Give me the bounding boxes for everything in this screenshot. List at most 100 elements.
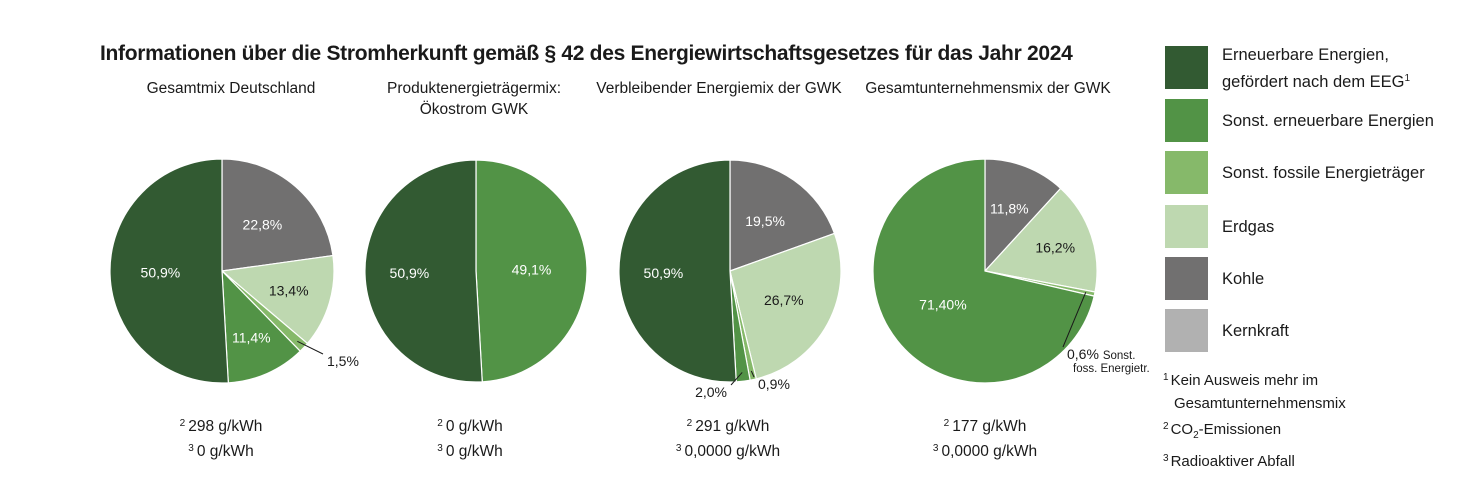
legend-item-erneuerbar-eeg: Erneuerbare Energien, gefördert nach dem… — [1165, 46, 1480, 94]
data-label-suffix: Sonst. — [1103, 350, 1136, 362]
pie-slice-erneuerbar_eeg — [364, 159, 483, 383]
data-label: 22,8% — [243, 217, 283, 233]
footnote-text: CO — [1170, 421, 1194, 438]
footnote-text: Kein Ausweis mehr im — [1170, 372, 1319, 389]
waste-value: 0,0000 g/kWh — [684, 443, 781, 460]
pie-slice-kohle — [221, 158, 334, 272]
pie-charts: 22,8% 13,4% 1,5% 11,4% 50,9% 49,1% 50,9% 19,5% 2… — [109, 158, 1150, 400]
footnote-marker: 3 — [1163, 453, 1169, 464]
waste-value: 0 g/kWh — [445, 443, 503, 460]
footnote-1: 1 Kein Ausweis mehr im — [1163, 366, 1346, 392]
data-label: 11,4% — [232, 330, 271, 346]
legend-label-line: Erneuerbare Energien, — [1222, 46, 1389, 64]
co2-value: 177 g/kWh — [952, 418, 1027, 435]
footnote-marker: 1 — [1404, 73, 1411, 84]
footnotes: 1 Kein Ausweis mehr im Gesamtunternehmens… — [1163, 366, 1346, 473]
emissions-gesamtunternehmen: 2 177 g/kWh 3 0,0000 g/kWh — [933, 413, 1037, 463]
legend-label: Sonst. erneuerbare Energien — [1222, 112, 1434, 130]
chart-title-gesamtmix: Gesamtmix Deutschland — [147, 78, 316, 99]
data-label: 19,5% — [745, 213, 785, 229]
data-label: 50,9% — [644, 265, 684, 281]
pie-slice-sonst_erneuerbar — [221, 269, 302, 384]
data-label: 13,4% — [269, 282, 309, 298]
pie-slice-kohle — [984, 158, 1062, 273]
chart-title-produktmix: Produktenergieträgermix: Ökostrom GWK — [387, 78, 561, 120]
legend-item-sonst-fossil: Sonst. fossile Energieträger — [1165, 151, 1480, 199]
chart-title-line: Verbleibender Energiemix der GWK — [596, 80, 842, 97]
legend-label: Erneuerbare Energien, gefördert nach dem… — [1222, 43, 1410, 94]
legend-label-text: gefördert nach dem EEG — [1222, 73, 1405, 91]
leader-line — [1062, 292, 1087, 348]
waste-value: 0,0000 g/kWh — [941, 443, 1038, 460]
legend-item-sonst-erneuerbar: Sonst. erneuerbare Energien — [1165, 99, 1480, 147]
pie-slice-sonst_erneuerbar — [475, 159, 588, 383]
pie-slice-erdgas — [729, 232, 842, 380]
legend-label: Kernkraft — [1222, 322, 1289, 340]
data-label: 0,9% — [758, 376, 790, 392]
chart-title-line: Produktenergieträgermix: — [386, 80, 562, 97]
legend-label: Sonst. fossile Energieträger — [1222, 164, 1425, 182]
data-label: 1,5% — [327, 353, 359, 369]
pie-chart-3: 11,8% 16,2% 0,6% Sonst.foss. Energietr. 71,… — [872, 158, 1150, 384]
pie-slice-erdgas — [983, 187, 1098, 293]
legend-label: Kohle — [1222, 270, 1265, 288]
chart-title-line: Ökostrom GWK — [419, 101, 529, 118]
data-label: 71,40% — [919, 297, 966, 313]
chart-title-verbleibend: Verbleibender Energiemix der GWK — [596, 78, 842, 99]
legend-swatch — [1165, 99, 1208, 142]
legend-label-line: gefördert nach dem EEG1 — [1222, 67, 1410, 94]
data-label: 50,9% — [390, 265, 430, 281]
legend-swatch — [1165, 46, 1208, 89]
co2-value-row: 2 298 g/kWh — [179, 418, 263, 435]
legend-swatch — [1165, 257, 1208, 300]
legend-item-kohle: Kohle — [1165, 257, 1480, 305]
legend-swatch — [1165, 151, 1208, 194]
pie-chart-0: 22,8% 13,4% 1,5% 11,4% 50,9% — [109, 158, 359, 384]
data-label: 26,7% — [764, 292, 804, 308]
chart-title-gesamtunternehmen: Gesamtunternehmensmix der GWK — [865, 78, 1111, 99]
data-label: 2,0% — [695, 384, 727, 400]
footnote-marker: 2 — [1163, 421, 1169, 432]
footnote-text: Radioaktiver Abfall — [1170, 453, 1295, 470]
footnote-2: 2 CO2-Emissionen — [1163, 415, 1346, 447]
pie-chart-1: 49,1% 50,9% — [364, 159, 588, 383]
pie-slice-kohle — [729, 159, 836, 272]
page-title: Informationen über die Stromherkunft gem… — [100, 42, 1073, 65]
data-label: 50,9% — [141, 265, 181, 281]
footnote-marker: 1 — [1163, 372, 1169, 383]
leader-line — [297, 340, 324, 355]
footnote-1-cont: Gesamtunternehmensmix — [1174, 395, 1346, 412]
waste-value-row: 3 0,0000 g/kWh — [932, 443, 1038, 460]
emissions-verbleibend: 2 291 g/kWh 3 0,0000 g/kWh — [676, 413, 780, 463]
leader-line — [750, 370, 755, 378]
data-label: 49,1% — [512, 261, 552, 277]
co2-value: 298 g/kWh — [188, 418, 263, 435]
pie-slice-sonst_erneuerbar — [872, 158, 1095, 384]
co2-value: 0 g/kWh — [445, 418, 503, 435]
data-label-line2: foss. Energietr. — [1073, 363, 1150, 375]
legend-swatch — [1165, 205, 1208, 248]
pie-slice-erdgas — [220, 254, 335, 345]
co2-value-row: 2 177 g/kWh — [943, 418, 1027, 435]
footnote-3: 3 Radioaktiver Abfall — [1163, 447, 1346, 473]
data-label: 0,6% Sonst. — [1067, 346, 1135, 362]
co2-value-row: 2 291 g/kWh — [686, 418, 770, 435]
footnote-text: -Emissionen — [1198, 421, 1282, 438]
footnote-subscript: 2 — [1193, 430, 1199, 441]
chart-title-line: Gesamtunternehmensmix der GWK — [865, 80, 1111, 97]
pie-slice-erneuerbar_eeg — [109, 158, 229, 384]
legend-item-erdgas: Erdgas — [1165, 205, 1480, 253]
co2-value: 291 g/kWh — [695, 418, 770, 435]
legend-swatch — [1165, 309, 1208, 352]
waste-value: 0 g/kWh — [196, 443, 254, 460]
leader-line — [730, 372, 743, 386]
chart-title-line: Gesamtmix Deutschland — [146, 80, 316, 97]
legend-label: Erdgas — [1222, 218, 1275, 236]
legend-item-kernkraft: Kernkraft — [1165, 309, 1480, 357]
data-label: 16,2% — [1035, 240, 1075, 256]
